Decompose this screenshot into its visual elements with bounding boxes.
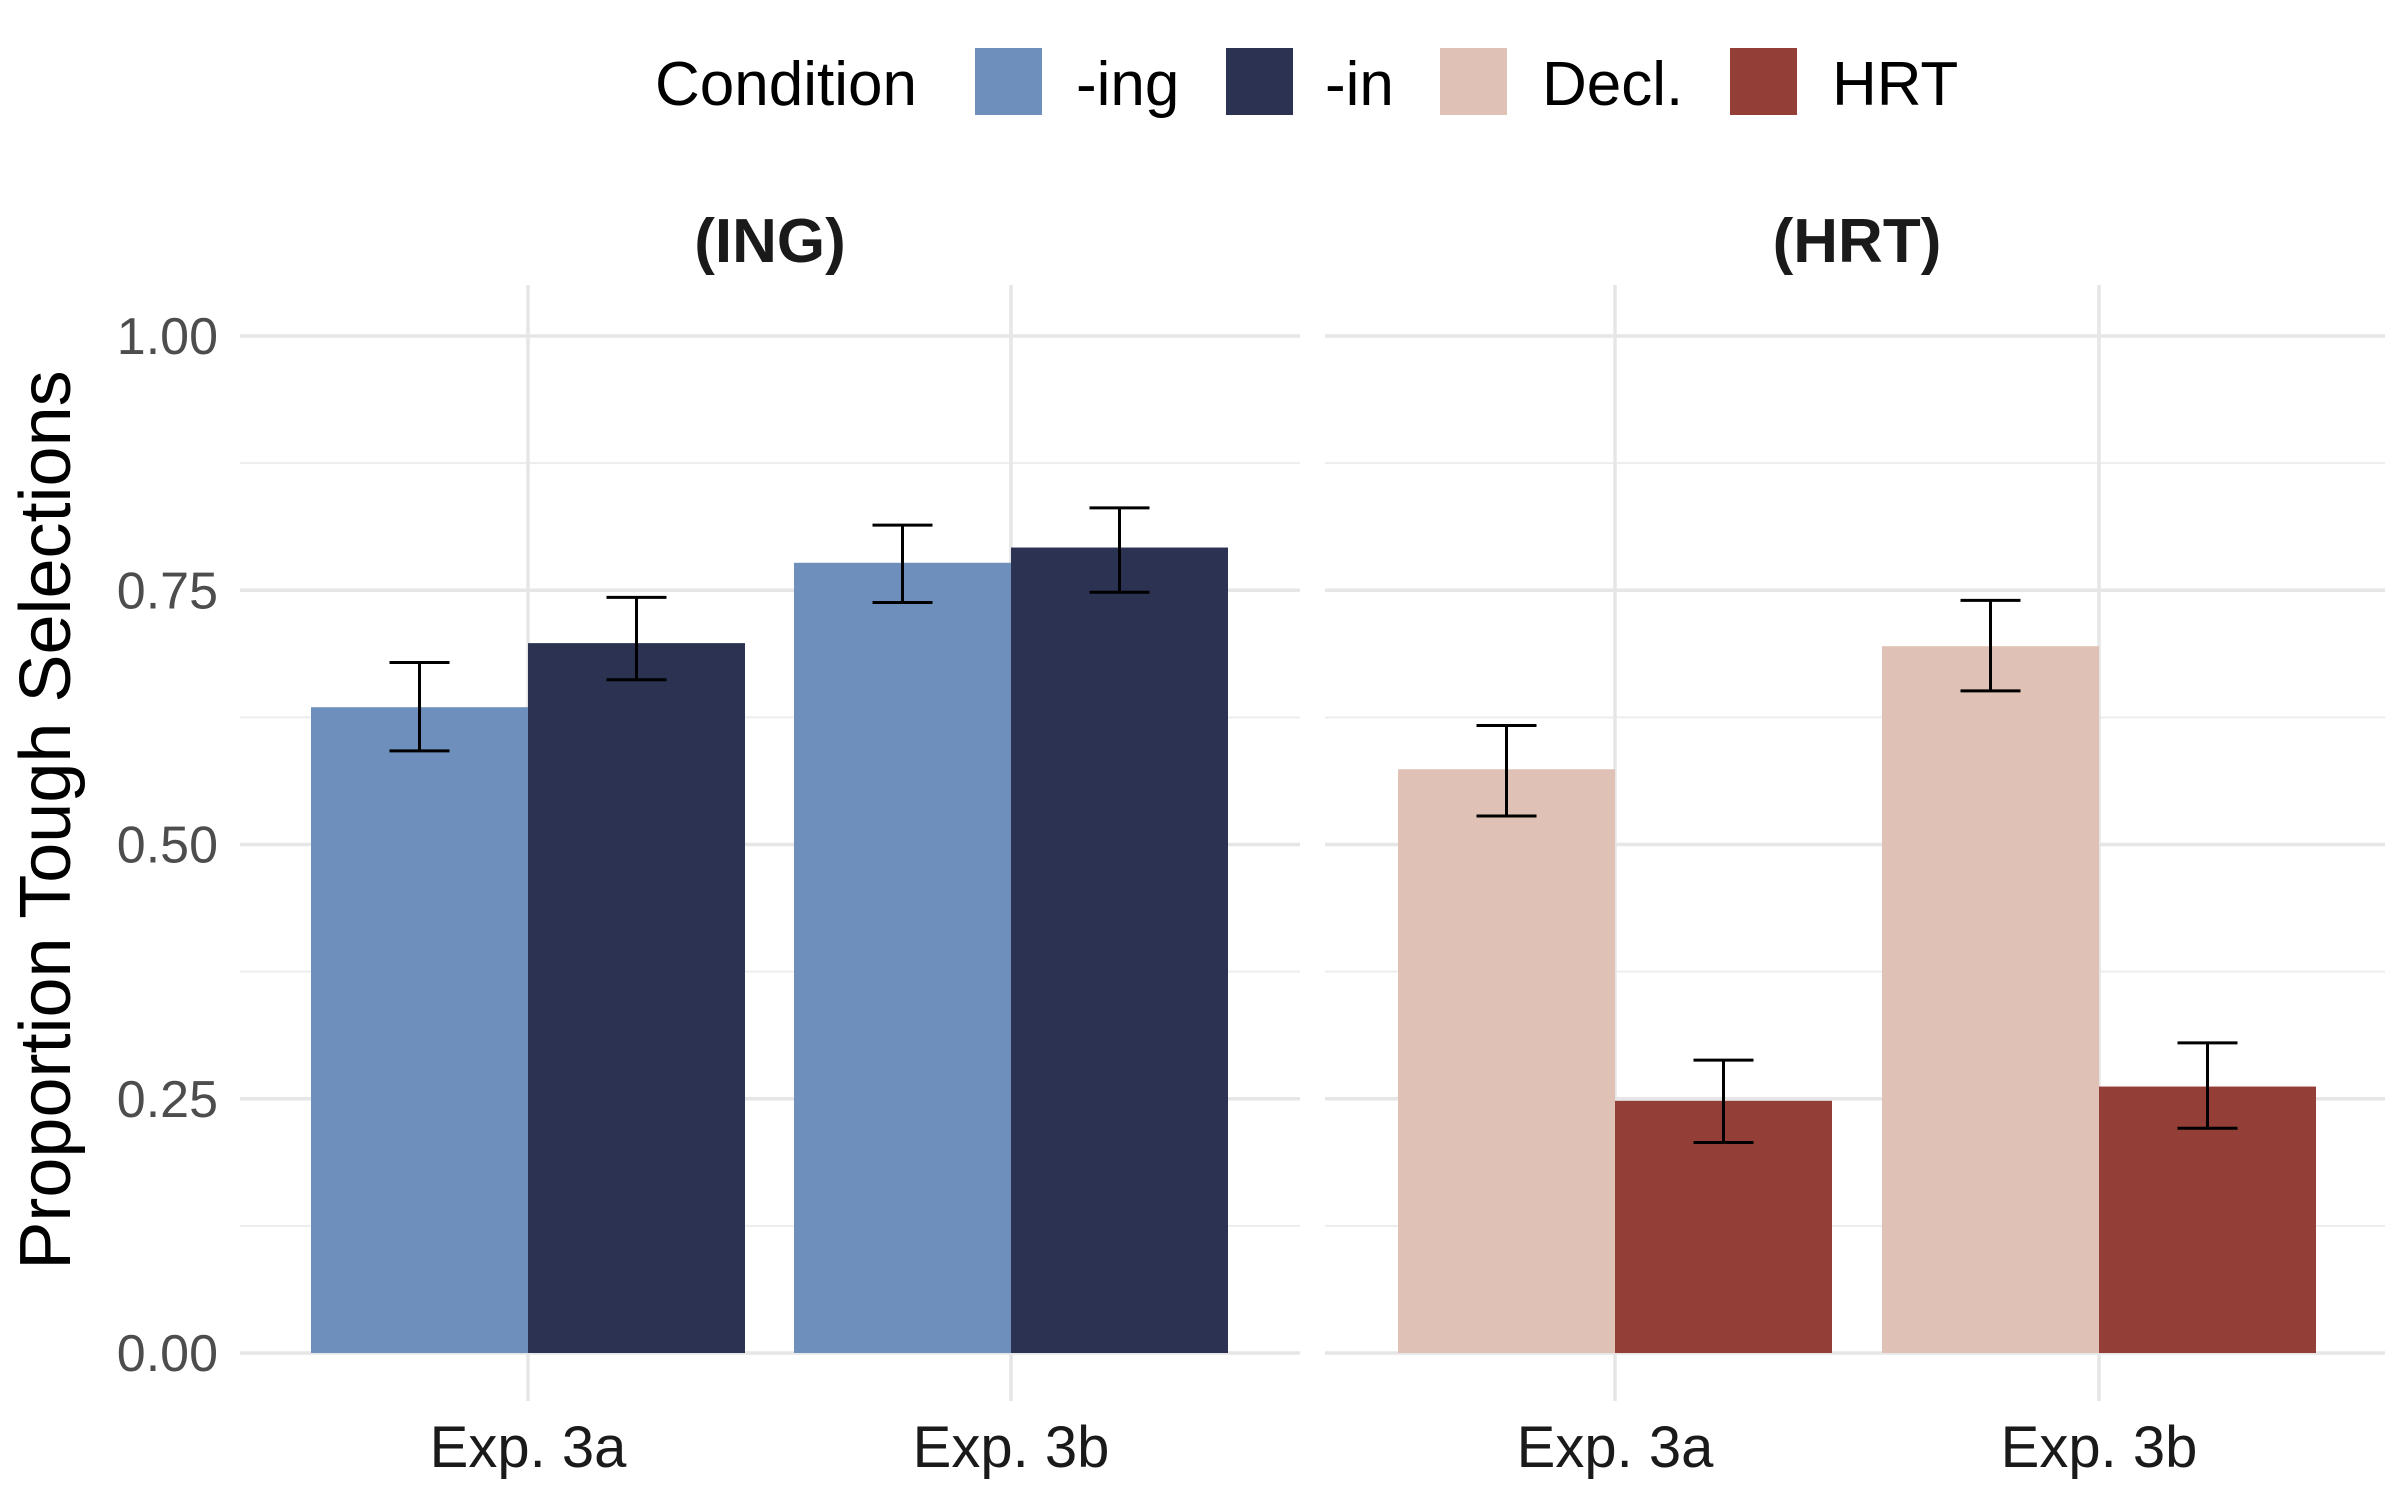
legend-label: HRT — [1832, 50, 1958, 119]
bar — [1011, 547, 1228, 1353]
legend-swatch-decl — [1440, 48, 1507, 115]
panel-0: (ING) Exp. 3a Exp. 3b 0.00 0.25 0.50 0.75 1.00 — [117, 207, 1300, 1480]
legend: Condition -ing -in Decl. HRT — [655, 48, 1958, 119]
legend-label: -in — [1325, 50, 1394, 119]
legend-swatch-ing — [975, 48, 1042, 115]
y-tick-label: 0.00 — [117, 1325, 218, 1383]
bar — [528, 643, 745, 1353]
bar — [1882, 646, 2099, 1353]
x-tick-label: Exp. 3b — [913, 1415, 1110, 1480]
bar — [1398, 769, 1615, 1353]
x-tick-label: Exp. 3a — [1517, 1415, 1714, 1480]
legend-title: Condition — [655, 50, 917, 119]
legend-label: -ing — [1076, 50, 1179, 119]
y-tick-label: 0.75 — [117, 562, 218, 620]
y-tick-label: 1.00 — [117, 308, 218, 366]
legend-swatch-hrt — [1730, 48, 1797, 115]
panel-title: (HRT) — [1773, 207, 1942, 276]
y-axis-title: Proportion Tough Selections — [6, 370, 86, 1269]
panel-1: (HRT) Exp. 3a Exp. 3b — [1325, 207, 2385, 1480]
legend-swatch-in — [1226, 48, 1293, 115]
bar — [2099, 1086, 2316, 1353]
y-tick-label: 0.50 — [117, 817, 218, 875]
y-tick-label: 0.25 — [117, 1071, 218, 1129]
bar — [311, 707, 528, 1353]
panel-title: (ING) — [694, 207, 846, 276]
bar — [794, 562, 1011, 1353]
x-tick-label: Exp. 3b — [2001, 1415, 2198, 1480]
x-tick-label: Exp. 3a — [430, 1415, 627, 1480]
legend-label: Decl. — [1542, 50, 1683, 119]
